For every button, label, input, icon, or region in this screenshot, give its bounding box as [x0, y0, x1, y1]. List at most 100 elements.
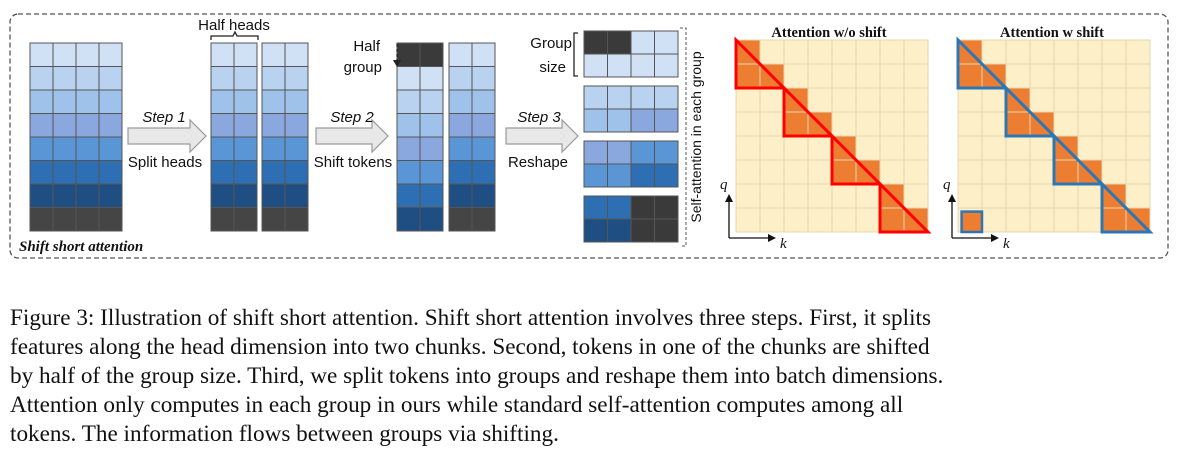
feature-cell [29, 113, 54, 138]
attended-cell [879, 207, 905, 233]
feature-cell [98, 113, 123, 138]
step-2-name: Step 2 [330, 109, 374, 126]
attention-cell [1005, 183, 1031, 209]
attention-cell [855, 39, 881, 65]
head-cell [284, 207, 309, 232]
group-cell [654, 30, 679, 55]
feature-cell [75, 42, 100, 67]
attention-cell [1029, 87, 1055, 113]
group-cell [583, 140, 608, 165]
attention-cell [879, 135, 905, 161]
head-cell [233, 113, 258, 138]
attention-diagonal [735, 39, 929, 233]
group-size-bracket [573, 32, 578, 77]
head-cell [233, 183, 258, 208]
attention-cell [903, 159, 929, 185]
half-heads-label: Half heads [198, 17, 270, 34]
reshaped-groups [583, 30, 679, 243]
attention-cell [783, 207, 809, 233]
head-cell [210, 113, 235, 138]
shifted-cell [419, 183, 444, 208]
attention-cell [783, 63, 809, 89]
attention-cell [807, 87, 833, 113]
right-arrow-icon [768, 234, 776, 242]
head-cell [448, 160, 473, 185]
attention-cell [1053, 87, 1079, 113]
step-2-desc: Shift tokens [314, 154, 392, 171]
attention-cell [903, 63, 929, 89]
group-cell [654, 218, 679, 243]
feature-cell [52, 66, 77, 91]
attention-cell [831, 39, 857, 65]
group-cell [607, 53, 632, 78]
group-cell [654, 163, 679, 188]
feature-cell [29, 136, 54, 161]
caption-line: Figure 3: Illustration of shift short at… [10, 305, 931, 331]
group-cell [607, 140, 632, 165]
attention-cell [735, 87, 761, 113]
head-cell [448, 136, 473, 161]
head-cell [233, 66, 258, 91]
head-cell [210, 160, 235, 185]
attended-cell [1053, 159, 1079, 185]
right-arrow-icon [315, 118, 389, 154]
head-cell [448, 183, 473, 208]
head-cell [284, 113, 309, 138]
group-cell [654, 108, 679, 133]
shifted-cell [419, 89, 444, 114]
attended-cell [1101, 207, 1127, 233]
right-arrow-icon [505, 118, 579, 154]
head-cell [261, 136, 286, 161]
head-cell [471, 66, 496, 91]
head-cell [261, 66, 286, 91]
attention-cell [831, 111, 857, 137]
attention-cell [807, 39, 833, 65]
step-2-arrow [315, 118, 389, 154]
attention-cell [1053, 39, 1079, 65]
attention-cell [1005, 39, 1031, 65]
group-cell [607, 85, 632, 110]
shifted-cell [396, 89, 421, 114]
attention-cell [1029, 183, 1055, 209]
attention-cell [1101, 39, 1127, 65]
group-cell [654, 195, 679, 220]
group-cell [630, 30, 655, 55]
original-features [29, 42, 123, 232]
panel-label: Shift short attention [19, 239, 143, 255]
group-cell [583, 163, 608, 188]
q-label-1: q [720, 177, 728, 193]
head-cell [210, 136, 235, 161]
up-arrow-icon [725, 194, 733, 202]
head-cell [448, 66, 473, 91]
attention-cell [759, 135, 785, 161]
feature-cell [98, 66, 123, 91]
group-cell [630, 163, 655, 188]
feature-cell [98, 89, 123, 114]
head-cell [471, 207, 496, 232]
feature-cell [75, 66, 100, 91]
group-size-label-1: Group [530, 35, 572, 52]
attention-cell [759, 39, 785, 65]
caption-line: by half of the group size. Third, we spl… [10, 363, 944, 389]
attention-cell [1125, 63, 1151, 89]
step-1-name: Step 1 [142, 109, 185, 126]
attention-cell [759, 87, 785, 113]
shifted-cell [419, 42, 444, 67]
shifted-cell [419, 66, 444, 91]
head-cell [261, 89, 286, 114]
self-attention-bracket [680, 27, 687, 247]
feature-cell [98, 183, 123, 208]
feature-cell [52, 89, 77, 114]
q-label-2: q [943, 177, 951, 193]
attended-cell [957, 63, 983, 89]
attention-cell [1029, 159, 1055, 185]
k-label-1: k [780, 236, 787, 252]
attention-cell [903, 135, 929, 161]
head-cell [233, 89, 258, 114]
attention-cell [1101, 135, 1127, 161]
head-cell [448, 207, 473, 232]
attention-cell [1029, 135, 1055, 161]
attention-cell [807, 183, 833, 209]
attention-cell [957, 87, 983, 113]
attention-cell [1053, 111, 1079, 137]
